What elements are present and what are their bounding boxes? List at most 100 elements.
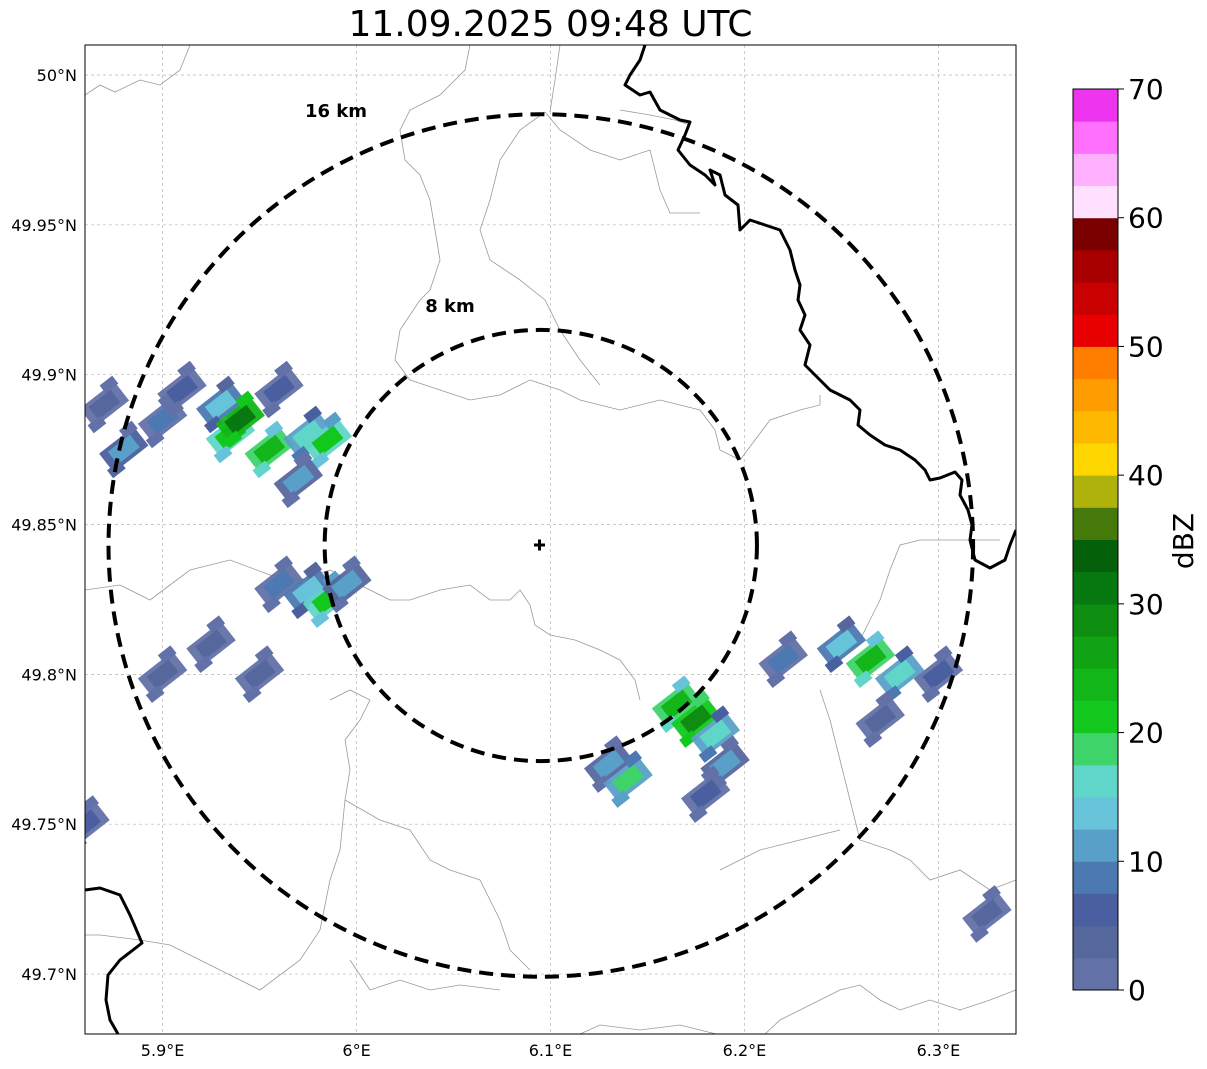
echo-cell (690, 705, 741, 763)
lon-tick-label: 6.1°E (529, 1041, 573, 1060)
echo-core (592, 749, 625, 780)
colorbar-segment (1073, 957, 1118, 991)
colorbar-segment (1073, 442, 1118, 476)
echo-fringe (85, 835, 87, 853)
colorbar-segment (1073, 89, 1118, 122)
echo-core (864, 704, 897, 735)
echo-core (107, 434, 140, 465)
range-ring-8km (322, 327, 759, 764)
echo-core (660, 689, 693, 720)
echo-core (88, 389, 121, 420)
colorbar-tick-label: 0 (1128, 974, 1146, 1007)
lat-tick-label: 49.75°N (11, 815, 77, 834)
ring-label-16km: 16 km (305, 101, 367, 122)
echo-fringe (778, 630, 798, 649)
colorbar-unit-label: dBZ (1167, 513, 1200, 569)
echo-fringe (322, 411, 342, 430)
colorbar-segment (1073, 410, 1118, 444)
echo-core (166, 374, 198, 405)
echo-fringe (671, 675, 691, 694)
latitude-axis: 49.7°N 49.75°N 49.8°N 49.85°N 49.9°N 49.95°N 5… (11, 66, 77, 984)
echo-fringe (262, 400, 281, 419)
colorbar-segment (1073, 893, 1118, 927)
colorbar-segment (1073, 378, 1118, 412)
echo-fringe (87, 415, 107, 434)
echo-fringe (213, 445, 233, 464)
colorbar-tick-label: 10 (1128, 845, 1164, 878)
echo-fringe (611, 790, 631, 808)
echo-fringe (342, 555, 361, 574)
echo-fringe (281, 490, 301, 509)
colorbar-segment (1073, 732, 1118, 766)
echo-fringe (235, 390, 255, 409)
lat-tick-label: 49.7°N (21, 965, 77, 984)
echo-fringe (659, 715, 679, 733)
colorbar-segment (1073, 668, 1118, 701)
echo-core (970, 899, 1003, 930)
echo-cell (99, 420, 149, 479)
echo-cell (962, 885, 1012, 943)
admin-boundaries (85, 45, 1016, 1034)
echo-core (195, 629, 228, 660)
echo-fringe (223, 430, 243, 449)
lon-tick-label: 6.2°E (723, 1041, 767, 1060)
echo-cell (913, 645, 964, 703)
echo-fringe (145, 430, 165, 449)
echo-cell (855, 690, 905, 748)
radar-site-marker (534, 539, 545, 551)
echo-fringe (303, 561, 323, 580)
echo-core (825, 629, 858, 660)
echo-cell (254, 360, 304, 419)
echo-core (330, 569, 363, 600)
echo-core (292, 575, 325, 606)
echo-core (243, 659, 276, 690)
echo-core (767, 644, 800, 675)
echo-core (680, 704, 712, 735)
echo-cell (680, 765, 731, 823)
echo-cell (273, 450, 324, 509)
colorbar-segment (1073, 539, 1118, 573)
echo-fringe (853, 670, 873, 688)
echo-fringe (206, 615, 226, 634)
colorbar-segment (1073, 764, 1118, 798)
echo-fringe (165, 400, 184, 419)
echo-block (85, 801, 110, 848)
colorbar-segment (1073, 121, 1118, 154)
plot-area (85, 45, 1016, 1034)
echo-cell (254, 555, 304, 614)
echo-fringe (623, 750, 643, 769)
echo-core (883, 659, 916, 690)
echo-cell (234, 645, 285, 703)
echo-fringe (863, 730, 883, 748)
echo-cell (186, 615, 236, 674)
echo-core (689, 779, 722, 810)
lat-tick-label: 49.9°N (21, 366, 77, 385)
colorbar-tick-label: 20 (1128, 717, 1164, 750)
echo-core (204, 389, 237, 420)
echo-core (85, 809, 101, 840)
lat-tick-label: 49.95°N (11, 216, 77, 235)
echo-fringe (700, 765, 720, 784)
colorbar-segment (1073, 314, 1118, 347)
echo-fringe (933, 645, 953, 664)
echo-fringe (215, 375, 235, 394)
lat-tick-label: 50°N (37, 66, 77, 85)
echo-fringe (875, 690, 895, 709)
colorbar-segment (1073, 249, 1118, 283)
echo-fringe (688, 805, 708, 823)
echo-fringe (330, 595, 349, 614)
echo-core (699, 719, 732, 750)
echo-fringe (85, 795, 99, 813)
range-rings (106, 112, 976, 979)
radar-echoes (85, 360, 1012, 943)
echo-fringe (710, 705, 730, 724)
colorbar: 0 10 20 30 40 50 60 70 (1072, 73, 1164, 1007)
echo-cell (322, 555, 372, 614)
echo-cell (651, 675, 702, 733)
echo-cell (85, 375, 130, 434)
echo-fringe (264, 420, 284, 439)
lat-tick-label: 49.8°N (21, 665, 77, 684)
echo-cell (215, 390, 265, 449)
echo-cell (85, 795, 110, 853)
